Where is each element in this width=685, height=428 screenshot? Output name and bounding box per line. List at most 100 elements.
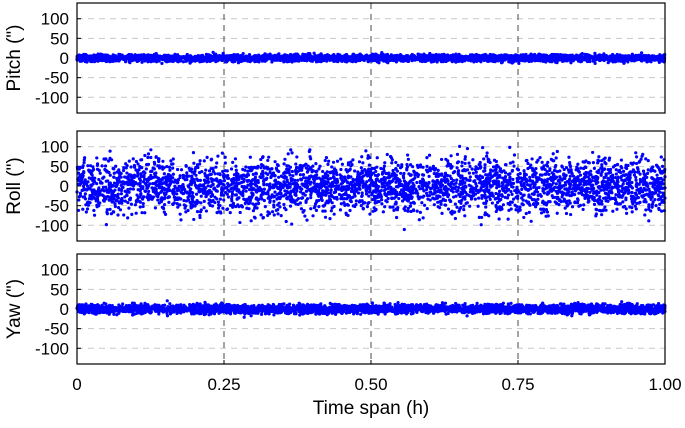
data-point <box>83 192 87 196</box>
data-point <box>639 51 644 55</box>
data-point <box>422 52 426 56</box>
data-point <box>289 148 293 152</box>
data-point <box>209 157 214 161</box>
data-point <box>618 56 622 60</box>
data-point <box>383 205 387 209</box>
data-point <box>634 207 638 211</box>
data-point <box>507 60 511 64</box>
data-point <box>186 55 190 59</box>
data-point <box>178 212 182 216</box>
data-point <box>146 155 150 160</box>
data-point <box>332 212 336 216</box>
data-point <box>88 56 92 60</box>
data-point <box>517 61 521 65</box>
data-point <box>472 58 476 63</box>
data-point <box>389 57 393 61</box>
data-point <box>394 160 398 165</box>
data-point <box>272 199 276 203</box>
data-point <box>308 155 312 159</box>
data-point <box>382 164 386 168</box>
data-point <box>331 56 335 60</box>
data-point <box>529 219 533 223</box>
data-point <box>261 58 265 63</box>
data-point <box>161 159 165 163</box>
data-point <box>585 53 590 57</box>
data-point <box>607 158 611 162</box>
data-point <box>183 55 187 59</box>
data-point <box>659 155 663 159</box>
data-point <box>198 159 202 163</box>
data-point <box>354 55 359 60</box>
data-point <box>398 53 403 57</box>
data-point <box>383 161 387 165</box>
data-point <box>520 187 524 191</box>
data-point <box>500 58 504 62</box>
data-point <box>579 166 583 170</box>
data-point <box>118 57 122 61</box>
data-point <box>475 59 479 63</box>
data-point <box>625 211 629 215</box>
data-point <box>202 206 206 210</box>
data-point <box>406 58 410 62</box>
data-point <box>122 213 126 217</box>
data-point <box>544 53 549 57</box>
data-point <box>427 153 432 157</box>
data-point <box>393 54 397 58</box>
data-point <box>552 54 556 58</box>
data-point <box>340 59 344 63</box>
data-point <box>469 55 473 60</box>
data-point <box>399 171 403 175</box>
data-point <box>127 206 131 210</box>
data-point <box>261 215 265 220</box>
data-point <box>247 53 252 57</box>
data-point <box>179 168 184 172</box>
data-point <box>309 207 313 211</box>
data-point <box>294 52 298 56</box>
data-point <box>114 164 118 168</box>
data-point <box>390 161 394 165</box>
data-point <box>94 55 98 60</box>
data-point <box>331 160 336 164</box>
data-point <box>479 223 483 227</box>
data-point <box>367 194 371 198</box>
data-point <box>290 54 294 58</box>
data-point <box>284 56 289 60</box>
data-point <box>364 55 368 60</box>
data-point <box>185 58 189 63</box>
data-point <box>457 185 461 190</box>
data-point <box>485 154 489 158</box>
data-point <box>162 166 166 170</box>
data-point <box>272 57 276 61</box>
data-point <box>515 205 519 209</box>
y-tick-label: -50 <box>44 197 69 216</box>
data-point <box>596 171 600 175</box>
data-point <box>394 215 399 220</box>
data-point <box>156 198 160 202</box>
data-point <box>221 206 225 210</box>
data-point <box>489 59 493 63</box>
data-point <box>134 159 139 164</box>
data-point <box>264 54 268 59</box>
data-point <box>366 59 370 63</box>
data-point <box>523 57 527 61</box>
data-point <box>279 214 283 218</box>
data-point <box>648 56 652 61</box>
data-point <box>290 169 294 174</box>
data-point <box>593 51 597 55</box>
data-point <box>423 57 428 61</box>
data-point <box>614 172 618 176</box>
data-point <box>441 53 445 57</box>
data-point <box>282 202 286 207</box>
y-tick-label: -100 <box>35 216 69 235</box>
data-point <box>658 202 662 206</box>
data-point <box>559 58 563 62</box>
data-point <box>548 58 552 62</box>
data-point <box>81 57 85 61</box>
data-point <box>221 55 225 59</box>
y-tick-label: -50 <box>44 69 69 88</box>
data-point <box>571 56 575 60</box>
data-point <box>529 57 534 61</box>
data-point <box>262 198 266 203</box>
data-point <box>564 55 568 59</box>
